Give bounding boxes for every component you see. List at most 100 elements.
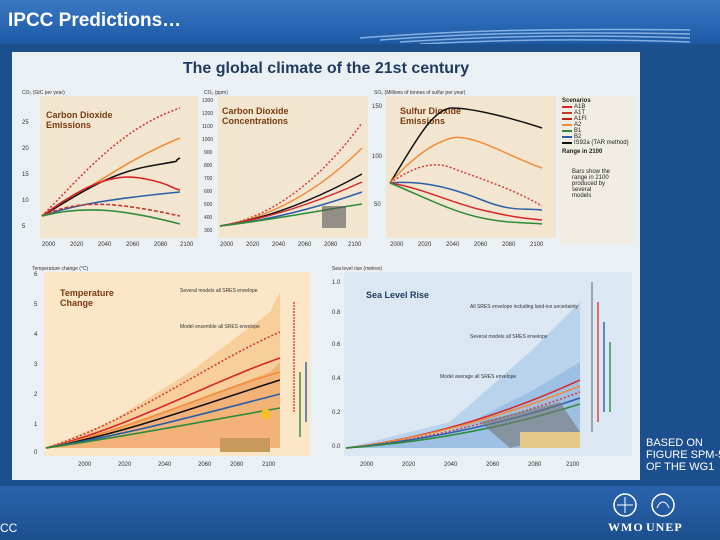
b2-line (45, 393, 281, 449)
y-tick: 1300 (202, 98, 213, 104)
legend-label: B1 (574, 128, 582, 134)
slide-title: IPCC Predictions… (8, 10, 182, 31)
b1-line (219, 203, 363, 227)
x-tick: 2100 (348, 242, 362, 248)
temperature-unit: Temperature change (°C) (32, 266, 89, 272)
legend-item: IS92a (TAR method) (562, 140, 632, 146)
x-tick: 2000 (360, 462, 374, 468)
scenario-legend: Scenarios A1B A1T A1FI A2 B1 B2 IS92a (TAR met… (560, 96, 634, 244)
a1fi-line (45, 331, 281, 449)
factory-illustration (322, 206, 346, 228)
x-tick: 2080 (230, 462, 244, 468)
b2-line (389, 181, 543, 211)
sun-illustration (261, 409, 271, 419)
decorative-stripes (360, 28, 690, 44)
x-tick: 2060 (486, 462, 500, 468)
y-tick: 25 (22, 120, 29, 126)
y-tick: 3 (34, 362, 38, 368)
plot-background (386, 96, 556, 238)
temperature-title-1: Temperature (60, 288, 114, 298)
sea-level-panel: Sea level rise (metres) Sea Level Rise A… (332, 266, 632, 468)
y-tick: 1200 (202, 111, 213, 117)
x-tick: 2060 (474, 242, 488, 248)
source-note: BASED ON FIGURE SPM-5 OF THE WG1 (646, 437, 720, 473)
legend-label: A2 (574, 122, 582, 128)
is92a-line (41, 157, 181, 217)
legend-range-note: Bars show the range in 2100 produced by … (572, 169, 611, 199)
y-tick: 20 (22, 146, 29, 152)
y-tick: 900 (204, 150, 213, 156)
legend-label: IS92a (TAR method) (574, 140, 629, 146)
wmo-logo-icon (613, 493, 637, 517)
x-tick: 2020 (246, 242, 260, 248)
unep-logo-icon (651, 493, 675, 517)
legend-item: A1FI (562, 116, 632, 122)
legend-swatch (562, 136, 572, 138)
legend-swatch (562, 106, 572, 108)
a2-line (345, 385, 581, 449)
drought-illustration (220, 438, 270, 452)
x-tick: 2020 (402, 462, 416, 468)
x-tick: 2060 (298, 242, 312, 248)
a1fi-line (345, 391, 581, 449)
legend-item: A2 (562, 122, 632, 128)
legend-range-title: Range in 2100 (562, 149, 603, 155)
legend-item: B2 (562, 134, 632, 140)
so2-panel: SO₂ (Millions of tonnes of sulfur per ye… (372, 90, 556, 248)
y-tick: 300 (204, 228, 213, 234)
y-tick: 0.8 (332, 310, 341, 316)
legend-item: B1 (562, 128, 632, 134)
co2-emissions-unit: CO₂ (GtC per year) (22, 90, 65, 96)
x-tick: 2000 (78, 462, 92, 468)
a1b-line (219, 181, 363, 227)
envelope (46, 362, 280, 448)
x-tick: 2080 (528, 462, 542, 468)
legend-swatch (562, 124, 572, 126)
a1b-line (41, 176, 181, 217)
y-tick: 150 (372, 104, 383, 110)
temperature-title-2: Change (60, 298, 93, 308)
temperature-annot2: Model ensemble all SRES envelope (180, 324, 260, 330)
y-tick: 50 (374, 202, 381, 208)
a2-line (45, 371, 281, 449)
legend-title: Scenarios (562, 98, 591, 104)
y-tick: 0.0 (332, 444, 341, 450)
y-tick: 600 (204, 189, 213, 195)
x-tick: 2000 (220, 242, 234, 248)
is92a-line (45, 379, 281, 449)
a1b-line (45, 357, 281, 449)
co2-conc-unit: CO₂ (ppm) (204, 90, 228, 96)
y-tick: 0.2 (332, 410, 341, 416)
x-tick: 2060 (198, 462, 212, 468)
b1-line (41, 209, 181, 225)
x-tick: 2020 (418, 242, 432, 248)
a1fi-line (389, 164, 543, 207)
x-tick: 2080 (154, 242, 168, 248)
unep-logo-text: UNEP (646, 520, 683, 534)
legend-label: A1FI (574, 116, 587, 122)
x-tick: 2040 (158, 462, 172, 468)
a1b-line (389, 182, 543, 221)
climate-figure: The global climate of the 21st century C… (12, 52, 640, 480)
y-tick: 1000 (202, 137, 213, 143)
sea-level-annot3: Model average all SRES envelope (440, 374, 516, 380)
sea-level-annot1: All SRES envelope including land-ice unc… (470, 304, 579, 310)
figure-title: The global climate of the 21st century (182, 60, 470, 77)
y-tick: 2 (34, 392, 38, 398)
b2-line (41, 191, 181, 217)
y-tick: 15 (22, 172, 29, 178)
x-tick: 2080 (324, 242, 338, 248)
y-tick: 1.0 (332, 280, 341, 286)
x-tick: 2000 (42, 242, 56, 248)
legend-swatch (562, 142, 572, 144)
co2-emissions-title-1: Carbon Dioxide (46, 110, 113, 120)
x-tick: 2100 (566, 462, 580, 468)
is92a-line (389, 107, 543, 184)
y-tick: 5 (34, 302, 38, 308)
a2-line (389, 136, 543, 184)
b1-line (389, 182, 543, 225)
wmo-logo-text: WMO (608, 520, 644, 534)
y-tick: 500 (204, 202, 213, 208)
x-tick: 2040 (446, 242, 460, 248)
y-tick: 5 (22, 224, 26, 230)
